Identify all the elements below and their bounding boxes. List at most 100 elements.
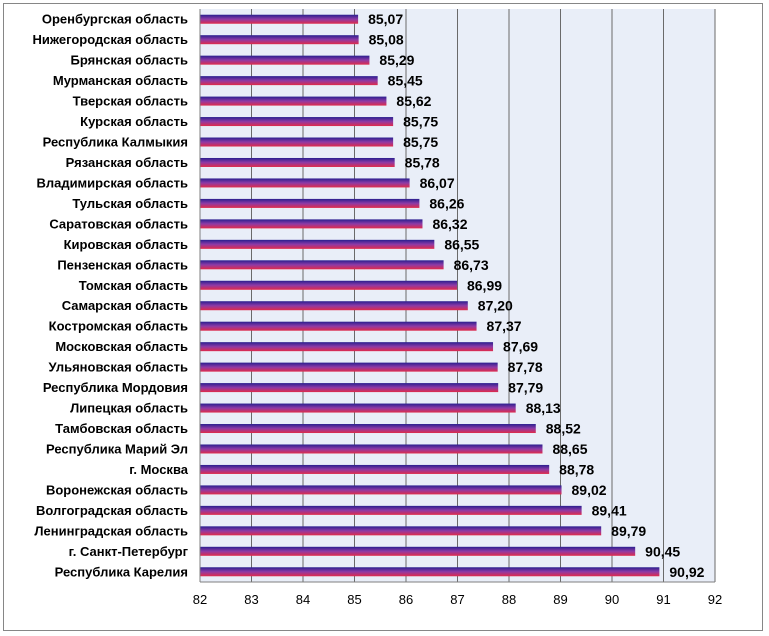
x-tick-label: 84	[296, 592, 310, 607]
bar	[200, 14, 359, 24]
category-label: Волгоградская область	[36, 503, 188, 518]
value-label: 87,20	[478, 298, 513, 314]
category-label: Кировская область	[64, 237, 188, 252]
value-label: 85,45	[388, 73, 423, 89]
category-label: Оренбургская область	[42, 12, 188, 27]
value-label: 89,02	[572, 482, 607, 498]
bar	[200, 567, 660, 577]
value-label: 86,07	[420, 175, 455, 191]
value-label: 88,52	[546, 421, 581, 437]
category-label: Тверская область	[73, 94, 188, 109]
category-label: Курская область	[80, 114, 188, 129]
category-label: Брянская область	[71, 53, 188, 68]
bar	[200, 424, 536, 434]
bar	[200, 55, 370, 65]
labels: 82 83 84 85 86 87 88 89 90 91 92 Оренбургская облас…	[32, 11, 722, 607]
value-label: 88,65	[552, 441, 587, 457]
x-tick-label: 87	[450, 592, 464, 607]
x-tick-label: 89	[553, 592, 567, 607]
category-label: Тульская область	[72, 196, 188, 211]
chart-frame: 82 83 84 85 86 87 88 89 90 91 92 Оренбургская облас…	[3, 3, 763, 631]
value-label: 86,73	[454, 257, 489, 273]
category-label: Республика Мордовия	[43, 380, 188, 395]
category-label: Ленинградская область	[34, 523, 188, 538]
bar	[200, 178, 410, 188]
value-label: 87,69	[503, 339, 538, 355]
bar	[200, 403, 516, 413]
category-label: Республика Карелия	[55, 564, 188, 579]
category-label: Пензенская область	[57, 257, 188, 272]
bar-chart: 82 83 84 85 86 87 88 89 90 91 92 Оренбургская облас…	[32, 9, 722, 607]
value-label: 89,41	[592, 502, 627, 518]
category-label: Тамбовская область	[55, 421, 188, 436]
value-label: 85,62	[396, 93, 431, 109]
value-label: 86,32	[432, 216, 467, 232]
x-tick-label: 90	[605, 592, 619, 607]
bar	[200, 485, 562, 495]
value-label: 86,26	[429, 195, 464, 211]
bar	[200, 260, 444, 270]
bar	[200, 219, 423, 229]
value-label: 88,78	[559, 461, 594, 477]
bar	[200, 280, 457, 290]
category-label: г. Москва	[129, 462, 188, 477]
bar	[200, 96, 387, 106]
category-label: Нижегородская область	[32, 32, 188, 47]
bar	[200, 546, 636, 556]
category-label: Рязанская область	[66, 155, 188, 170]
x-tick-label: 88	[502, 592, 516, 607]
x-tick-label: 82	[193, 592, 207, 607]
bar	[200, 157, 395, 167]
category-label: Воронежская область	[46, 482, 188, 497]
category-label: Республика Марий Эл	[46, 441, 188, 456]
axes	[199, 9, 715, 583]
value-label: 87,79	[508, 380, 543, 396]
category-label: Саратовская область	[49, 216, 188, 231]
bar	[200, 444, 543, 454]
bar	[200, 505, 582, 515]
bar	[200, 321, 477, 331]
value-label: 90,45	[645, 543, 680, 559]
bar	[200, 76, 378, 86]
bar	[200, 342, 494, 352]
x-tick-label: 83	[244, 592, 258, 607]
bar	[200, 117, 394, 127]
category-label: Липецкая область	[70, 401, 188, 416]
bar	[200, 35, 359, 45]
value-label: 86,55	[444, 236, 479, 252]
bar	[200, 464, 550, 474]
category-label: Костромская область	[49, 319, 188, 334]
bar	[200, 362, 498, 372]
value-label: 87,37	[487, 318, 522, 334]
value-label: 89,79	[611, 523, 646, 539]
category-label: Самарская область	[62, 298, 188, 313]
value-label: 85,75	[403, 134, 438, 150]
category-label: Томская область	[79, 278, 188, 293]
bar	[200, 526, 602, 536]
bars	[200, 14, 660, 577]
value-label: 85,78	[405, 154, 440, 170]
x-tick-label: 92	[708, 592, 722, 607]
category-label: Ульяновская область	[49, 360, 188, 375]
value-label: 85,08	[369, 32, 404, 48]
value-label: 85,29	[379, 52, 414, 68]
value-label: 90,92	[669, 564, 704, 580]
category-label: Владимирская область	[36, 175, 188, 190]
value-label: 85,07	[368, 11, 403, 27]
category-label: Московская область	[55, 339, 188, 354]
x-tick-label: 85	[347, 592, 361, 607]
category-label: Мурманская область	[53, 73, 188, 88]
bar	[200, 198, 420, 208]
bar	[200, 301, 468, 311]
category-label: г. Санкт-Петербург	[69, 544, 189, 559]
value-label: 87,78	[508, 359, 543, 375]
category-label: Республика Калмыкия	[43, 135, 188, 150]
bar	[200, 383, 499, 393]
value-label: 85,75	[403, 114, 438, 130]
x-tick-label: 86	[399, 592, 413, 607]
x-tick-label: 91	[656, 592, 670, 607]
value-label: 86,99	[467, 277, 502, 293]
bar	[200, 137, 394, 147]
value-label: 88,13	[526, 400, 561, 416]
bar	[200, 239, 435, 249]
